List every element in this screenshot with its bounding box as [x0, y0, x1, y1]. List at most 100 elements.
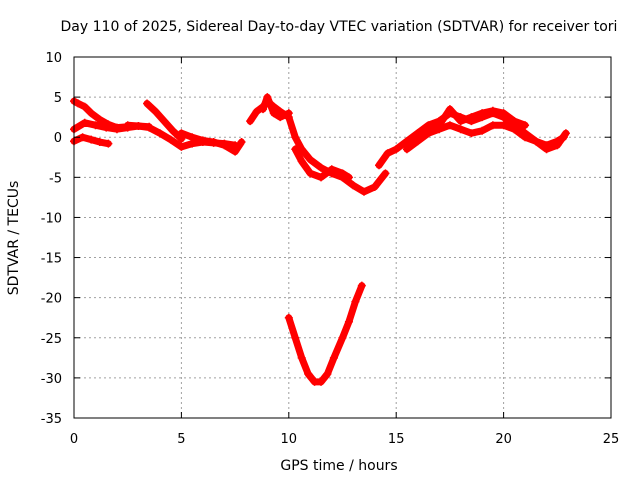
data-point-marker — [327, 165, 336, 174]
data-point-marker — [349, 181, 358, 190]
series-arc-7 — [246, 97, 390, 196]
y-tick-label: -30 — [41, 372, 62, 387]
x-tick-label: 0 — [70, 432, 78, 447]
series-arc-5 — [143, 99, 186, 143]
data-point-marker — [478, 126, 487, 135]
data-point-marker — [456, 125, 465, 134]
data-point-marker — [80, 102, 89, 111]
data-point-marker — [177, 142, 186, 151]
y-tick-label: 0 — [54, 131, 62, 146]
data-point-marker — [306, 169, 315, 178]
data-point-marker — [87, 135, 96, 144]
data-point-marker — [402, 145, 411, 154]
x-tick-label: 10 — [281, 432, 298, 447]
data-point-marker — [291, 333, 300, 342]
data-point-marker — [359, 187, 368, 196]
data-point-marker — [338, 169, 347, 178]
data-point-marker — [375, 161, 384, 170]
data-point-marker — [323, 369, 332, 378]
data-point-marker — [344, 173, 353, 182]
data-point-marker — [160, 117, 169, 126]
x-axis-label: GPS time / hours — [280, 458, 397, 474]
data-point-marker — [317, 377, 326, 386]
x-tick-label: 20 — [495, 432, 512, 447]
data-point-marker — [284, 109, 293, 118]
data-point-marker — [467, 113, 476, 122]
data-point-marker — [383, 149, 392, 158]
y-tick-label: -10 — [41, 211, 62, 226]
data-point-marker — [561, 129, 570, 138]
axis-ticks: 0 5 10 15 20 25 10 5 0 -5 -10 -15 -20 -25 -30 -35 — [41, 51, 620, 447]
series-arc-3 — [70, 133, 113, 148]
data-point-marker — [488, 106, 497, 115]
data-point-marker — [95, 138, 104, 147]
x-tick-label: 5 — [177, 432, 185, 447]
data-point-marker — [80, 118, 89, 127]
y-tick-label: -15 — [41, 252, 62, 267]
data-point-marker — [291, 133, 300, 142]
data-point-marker — [297, 353, 306, 362]
data-point-marker — [521, 121, 530, 130]
series-arc-8 — [259, 93, 293, 122]
data-point-marker — [151, 107, 160, 116]
data-point-marker — [143, 99, 152, 108]
data-point-marker — [102, 123, 111, 132]
data-point-marker — [237, 138, 246, 147]
data-point-marker — [306, 155, 315, 164]
series-arc-6 — [177, 129, 246, 156]
series-band — [510, 125, 570, 153]
data-point-marker — [542, 145, 551, 154]
data-point-marker — [338, 333, 347, 342]
series-band — [285, 282, 366, 386]
data-point-marker — [74, 99, 83, 108]
data-point-marker — [424, 121, 433, 130]
data-point-marker — [317, 163, 326, 172]
data-point-marker — [291, 145, 300, 154]
data-point-marker — [467, 129, 476, 138]
x-tick-label: 15 — [388, 432, 405, 447]
data-point-marker — [531, 137, 540, 146]
data-point-marker — [357, 281, 366, 290]
data-point-marker — [370, 182, 379, 191]
data-point-marker — [276, 113, 285, 122]
data-point-marker — [413, 137, 422, 146]
data-point-marker — [329, 353, 338, 362]
data-point-marker — [259, 105, 268, 114]
data-point-marker — [145, 123, 154, 132]
data-point-marker — [499, 109, 508, 118]
data-point-marker — [155, 129, 164, 138]
data-point-marker — [510, 117, 519, 126]
data-point-marker — [445, 105, 454, 114]
series-arc-13 — [510, 125, 570, 154]
data-point-marker — [123, 121, 132, 130]
chart-title: Day 110 of 2025, Sidereal Day-to-day VTE… — [61, 19, 618, 35]
data-point-marker — [91, 121, 100, 130]
data-point-marker — [392, 145, 401, 154]
data-point-marker — [231, 147, 240, 156]
data-point-marker — [351, 297, 360, 306]
y-tick-label: -20 — [41, 292, 62, 307]
data-point-marker — [177, 129, 186, 138]
data-point-marker — [413, 129, 422, 138]
y-tick-label: -5 — [49, 171, 62, 186]
data-point-marker — [269, 109, 278, 118]
data-point-marker — [220, 141, 229, 150]
data-point-marker — [95, 115, 104, 124]
data-point-marker — [284, 313, 293, 322]
data-point-marker — [209, 138, 218, 147]
data-point-marker — [198, 136, 207, 145]
data-point-marker — [252, 107, 261, 116]
data-point-marker — [297, 157, 306, 166]
data-point-marker — [435, 125, 444, 134]
data-point-marker — [510, 125, 519, 134]
data-point-marker — [499, 121, 508, 130]
y-axis-label: SDTVAR / TECUs — [6, 181, 22, 296]
data-series — [70, 93, 570, 386]
data-point-marker — [87, 109, 96, 118]
y-tick-label: 10 — [45, 51, 62, 66]
data-point-marker — [112, 125, 121, 134]
y-tick-label: -25 — [41, 332, 62, 347]
data-point-marker — [424, 129, 433, 138]
data-point-marker — [188, 133, 197, 142]
